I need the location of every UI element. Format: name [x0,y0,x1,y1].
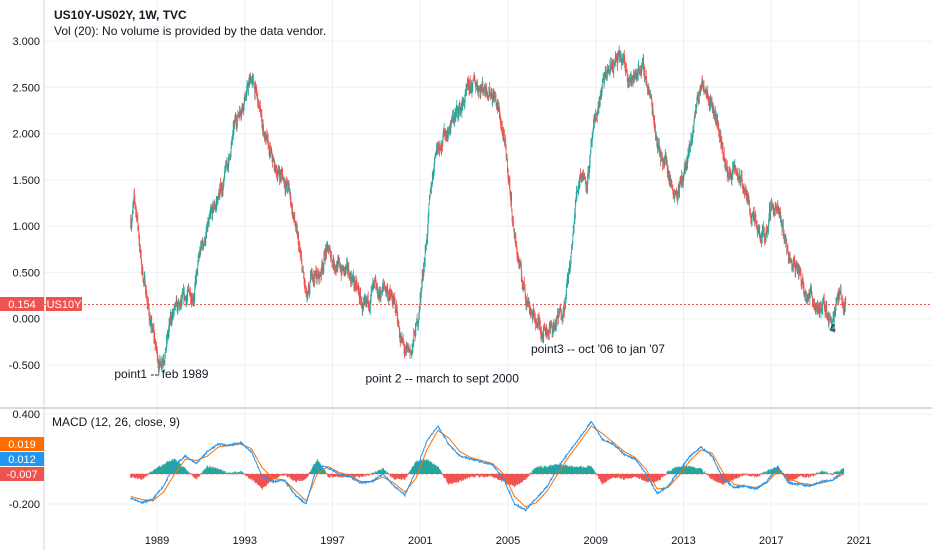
price-tick-label: -0.500 [9,360,40,372]
x-tick-label: 2005 [496,535,520,547]
x-axis-ticks: 1989 1993 1997 2001 2005 2009 2013 2017 2021 [145,535,871,547]
annotation-label: point1 -- feb 1989 [114,367,208,381]
histogram-value-badge: -0.007 [0,467,44,481]
price-tick-label: 2.500 [12,82,40,94]
x-tick-label: 2009 [584,535,608,547]
price-y-axis: 3.000 2.500 2.000 1.500 1.000 0.500 0.000 -0.50… [9,36,40,372]
macd-lines[interactable] [130,420,844,512]
price-value-text: 0.154 [8,299,36,311]
x-tick-label: 1993 [233,535,257,547]
price-tick-label: 1.500 [12,175,40,187]
chart-title: US10Y-US02Y, 1W, TVC [54,8,187,22]
price-tick-label: 0.000 [12,314,40,326]
histogram-value-text: -0.007 [6,469,37,481]
annotation-label: point3 -- oct '06 to jan '07 [531,342,665,356]
signal-line[interactable] [130,425,844,508]
x-tick-label: 2013 [671,535,695,547]
signal-value-badge: 0.019 [0,437,44,451]
price-tick-label: 2.000 [12,129,40,141]
x-tick-label: 1997 [320,535,344,547]
macd-tick-label: 0.400 [12,409,40,421]
macd-y-axis: 0.400 -0.200 [9,409,40,511]
macd-line[interactable] [130,420,844,512]
symbol-text: US10Y [47,299,83,311]
volume-note: Vol (20): No volume is provided by the d… [54,24,326,38]
annotations: point1 -- feb 1989 point 2 -- march to se… [114,322,836,386]
annotation-label: point 2 -- march to sept 2000 [365,372,519,386]
macd-value-badge: 0.012 [0,452,44,466]
price-tick-label: 0.500 [12,267,40,279]
symbol-badge: US10Y [46,297,82,311]
grid [44,0,932,540]
x-tick-label: 1989 [145,535,169,547]
x-tick-label: 2017 [759,535,783,547]
annotation-label: 4 [829,322,836,336]
x-tick-label: 2001 [408,535,432,547]
price-candles[interactable] [130,45,847,377]
price-value-badge: 0.154 [0,297,44,311]
price-tick-label: 3.000 [12,36,40,48]
macd-title: MACD (12, 26, close, 9) [52,415,180,429]
signal-value-text: 0.019 [8,439,36,451]
macd-tick-label: -0.200 [9,499,40,511]
macd-value-text: 0.012 [8,454,36,466]
x-tick-label: 2021 [847,535,871,547]
price-tick-label: 1.000 [12,221,40,233]
